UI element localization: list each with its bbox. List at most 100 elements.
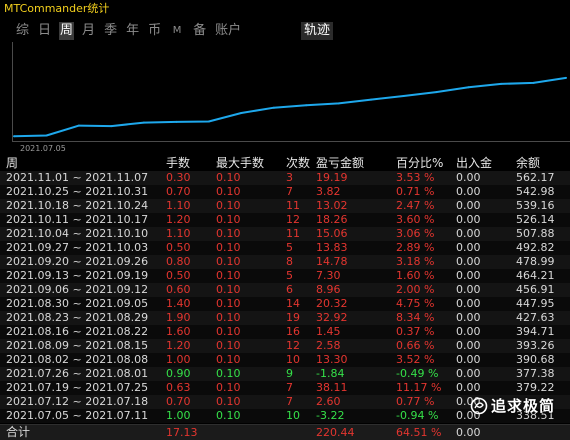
cell-pct: 1.60 %: [396, 269, 435, 282]
cell-io: 0.00: [456, 325, 481, 338]
plot-area: [13, 76, 567, 138]
cell-balance: 507.88: [516, 227, 555, 240]
table-row[interactable]: 2021.10.25 ~ 2021.10.31 0.70 0.10 7 3.82 0.71…: [0, 185, 570, 199]
cell-lots: 0.70: [166, 395, 191, 408]
cell-week: 2021.08.09 ~ 2021.08.15: [6, 339, 149, 352]
cell-week: 2021.08.02 ~ 2021.08.08: [6, 353, 149, 366]
cell-count: 7: [286, 395, 293, 408]
footer-total-pnl: 220.44: [316, 426, 355, 439]
cell-io: 0.00: [456, 255, 481, 268]
table-row[interactable]: 2021.09.27 ~ 2021.10.03 0.50 0.10 5 13.83 2.8…: [0, 241, 570, 255]
cell-max-lots: 0.10: [216, 185, 241, 198]
cell-lots: 0.90: [166, 367, 191, 380]
cell-week: 2021.10.04 ~ 2021.10.10: [6, 227, 149, 240]
cell-max-lots: 0.10: [216, 283, 241, 296]
cell-count: 14: [286, 297, 300, 310]
cell-lots: 1.10: [166, 227, 191, 240]
data-point: [13, 135, 15, 138]
cell-pnl: 13.02: [316, 199, 348, 212]
table-row[interactable]: 2021.08.02 ~ 2021.08.08 1.00 0.10 10 13.30 3.…: [0, 353, 570, 367]
cell-balance: 492.82: [516, 241, 555, 254]
table-row[interactable]: 2021.10.18 ~ 2021.10.24 1.10 0.10 11 13.02 2.…: [0, 199, 570, 213]
table-row[interactable]: 2021.07.12 ~ 2021.07.18 0.70 0.10 7 2.60 0.77…: [0, 395, 570, 409]
table-row[interactable]: 2021.08.23 ~ 2021.08.29 1.90 0.10 19 32.92 8.…: [0, 311, 570, 325]
cell-pnl: 38.11: [316, 381, 348, 394]
cell-lots: 0.80: [166, 255, 191, 268]
cell-count: 7: [286, 381, 293, 394]
data-point: [142, 121, 145, 124]
table-row[interactable]: 2021.11.01 ~ 2021.11.07 0.30 0.10 3 19.19 3.5…: [0, 171, 570, 185]
table-row[interactable]: 2021.09.06 ~ 2021.09.12 0.60 0.10 6 8.96 2.00…: [0, 283, 570, 297]
cell-pct: 0.71 %: [396, 185, 435, 198]
column-header-pnl: 盈亏金额: [316, 156, 365, 170]
table-row[interactable]: 2021.08.16 ~ 2021.08.22 1.60 0.10 16 1.45 0.3…: [0, 325, 570, 339]
balance-series-line: [13, 76, 567, 138]
cell-pnl: 7.30: [316, 269, 341, 282]
cell-pct: 11.17 %: [396, 381, 442, 394]
cell-balance: 427.63: [516, 311, 555, 324]
cell-week: 2021.09.13 ~ 2021.09.19: [6, 269, 149, 282]
data-point: [77, 124, 80, 127]
table-row[interactable]: 2021.10.04 ~ 2021.10.10 1.10 0.10 11 15.06 3.…: [0, 227, 570, 241]
column-header-count: 次数: [286, 156, 311, 170]
table-row[interactable]: 2021.09.13 ~ 2021.09.19 0.50 0.10 5 7.30 1.60…: [0, 269, 570, 283]
cell-balance: 379.22: [516, 381, 555, 394]
table-row[interactable]: 2021.08.09 ~ 2021.08.15 1.20 0.10 12 2.58 0.6…: [0, 339, 570, 353]
data-point: [175, 120, 178, 123]
cell-pct: 0.66 %: [396, 339, 435, 352]
footer-total-lots: 17.13: [166, 426, 198, 439]
cell-pct: 3.53 %: [396, 171, 435, 184]
footer-total-percent: 64.51 %: [396, 426, 442, 439]
cell-io: 0.00: [456, 269, 481, 282]
table-row[interactable]: 2021.09.20 ~ 2021.09.26 0.80 0.10 8 14.78 3.1…: [0, 255, 570, 269]
cell-io: 0.00: [456, 213, 481, 226]
table-row[interactable]: 2021.10.11 ~ 2021.10.17 1.20 0.10 12 18.26 3.…: [0, 213, 570, 227]
tab-quarter[interactable]: 季: [104, 23, 118, 38]
cell-week: 2021.07.12 ~ 2021.07.18: [6, 395, 149, 408]
tab-day[interactable]: 日: [38, 23, 52, 38]
tab-magic[interactable]: M: [172, 25, 182, 36]
footer-total-inout: 0.00: [456, 426, 481, 439]
cell-count: 12: [286, 339, 300, 352]
footer-label: 合计: [6, 425, 31, 439]
cell-pnl: 18.26: [316, 213, 348, 226]
data-point: [240, 112, 243, 114]
column-header-inout: 出入金: [456, 156, 493, 170]
tab-account[interactable]: 账户: [215, 23, 242, 38]
tab-currency[interactable]: 币: [148, 23, 162, 38]
cell-pct: 2.89 %: [396, 241, 435, 254]
cell-lots: 1.10: [166, 199, 191, 212]
cell-pnl: 3.82: [316, 185, 341, 198]
tab-year[interactable]: 年: [126, 23, 140, 38]
cell-io: 0.00: [456, 353, 481, 366]
cell-balance: 393.26: [516, 339, 555, 352]
table-header-row: 周 手数 最大手数 次数 盈亏金额 百分比% 出入金 余额: [0, 156, 570, 171]
cell-pct: -0.49 %: [396, 367, 439, 380]
table-row[interactable]: 2021.07.05 ~ 2021.07.11 1.00 0.10 10 -3.22 -0…: [0, 409, 570, 423]
tab-summary[interactable]: 综: [16, 23, 30, 38]
cell-week: 2021.09.20 ~ 2021.09.26: [6, 255, 149, 268]
data-point: [467, 86, 470, 89]
cell-pct: 4.75 %: [396, 297, 435, 310]
cell-pct: 3.06 %: [396, 227, 435, 240]
cell-count: 6: [286, 283, 293, 296]
cell-pct: 8.34 %: [396, 311, 435, 324]
cell-lots: 1.60: [166, 325, 191, 338]
tab-month[interactable]: 月: [82, 23, 96, 38]
cell-balance: 377.38: [516, 367, 555, 380]
tab-week[interactable]: 周: [59, 22, 75, 40]
cell-pnl: 2.60: [316, 395, 341, 408]
tab-track[interactable]: 轨迹: [301, 22, 334, 40]
cell-pnl: 32.92: [316, 311, 348, 324]
tab-note[interactable]: 备: [193, 23, 207, 38]
x-tick-label: 2021.07.05: [20, 144, 66, 153]
table-row[interactable]: 2021.07.26 ~ 2021.08.01 0.90 0.10 9 -1.84 -0.…: [0, 367, 570, 381]
column-header-week: 周: [6, 156, 19, 170]
cell-lots: 0.50: [166, 241, 191, 254]
cell-io: 0.00: [456, 199, 481, 212]
table-row[interactable]: 2021.08.30 ~ 2021.09.05 1.40 0.10 14 20.32 4.…: [0, 297, 570, 311]
cell-count: 19: [286, 311, 300, 324]
cell-week: 2021.08.30 ~ 2021.09.05: [6, 297, 149, 310]
table-row[interactable]: 2021.07.19 ~ 2021.07.25 0.63 0.10 7 38.11 11.…: [0, 381, 570, 395]
